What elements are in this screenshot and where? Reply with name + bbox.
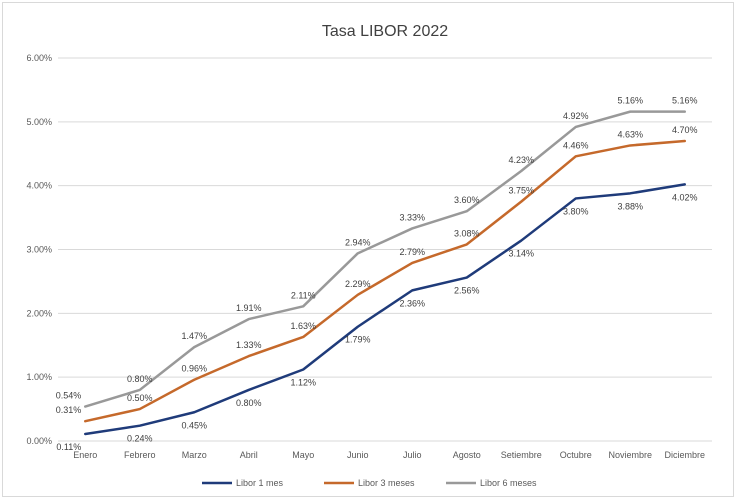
data-label: 5.16% [672,96,698,106]
x-tick-label: Octubre [560,450,592,460]
x-tick-label: Julio [403,450,422,460]
data-label: 4.92% [563,111,589,121]
data-label: 4.23% [508,155,534,165]
data-label: 2.94% [345,237,371,247]
data-label: 3.33% [399,212,425,222]
data-label: 1.63% [290,321,316,331]
legend-label: Libor 3 meses [358,478,415,488]
data-label: 2.11% [291,290,316,300]
chart-title: Tasa LIBOR 2022 [322,23,448,40]
x-tick-label: Enero [73,450,97,460]
data-label: 1.12% [290,378,316,388]
series-line-1 [84,183,686,436]
data-label: 1.33% [236,340,262,350]
x-tick-label: Noviembre [608,450,652,460]
data-label: 2.36% [399,298,425,308]
data-label: 4.63% [617,129,643,139]
data-label: 0.96% [181,364,207,374]
data-label: 0.45% [181,420,207,430]
x-tick-label: Mayo [292,450,314,460]
x-tick-label: Febrero [124,450,156,460]
x-tick-label: Marzo [182,450,207,460]
x-tick-label: Setiembre [501,450,542,460]
data-label: 2.29% [345,279,371,289]
series-line-2 [84,139,686,423]
data-label: 0.24% [127,434,153,444]
data-label: 5.16% [617,96,643,106]
data-label: 1.47% [181,331,207,341]
data-label: 2.79% [399,247,425,257]
data-label: 0.80% [236,398,262,408]
data-label: 0.54% [56,391,82,401]
x-tick-label: Agosto [453,450,481,460]
y-tick-label: 6.00% [26,53,52,63]
data-label: 3.08% [454,228,480,238]
data-label: 1.91% [236,303,262,313]
data-label: 0.11% [56,442,81,452]
data-label: 4.46% [563,140,589,150]
x-tick-label: Junio [347,450,369,460]
x-tick-label: Abril [240,450,258,460]
x-tick-label: Diciembre [664,450,705,460]
data-label: 3.14% [508,249,534,259]
y-tick-label: 4.00% [26,181,52,191]
legend-label: Libor 6 meses [480,478,537,488]
data-label: 4.02% [672,192,698,202]
data-label: 3.88% [617,201,643,211]
data-label: 2.56% [454,286,480,296]
data-label: 0.80% [127,374,153,384]
data-label: 3.80% [563,206,589,216]
data-label: 0.31% [56,405,82,415]
data-label: 0.50% [127,393,153,403]
y-tick-label: 3.00% [26,245,52,255]
data-label: 3.75% [508,186,534,196]
data-label: 1.79% [345,335,371,345]
y-tick-label: 1.00% [26,372,52,382]
y-tick-label: 0.00% [26,436,52,446]
y-tick-label: 5.00% [26,117,52,127]
data-label: 3.60% [454,195,480,205]
series-line-3 [84,110,686,408]
data-label: 4.70% [672,125,698,135]
y-tick-label: 2.00% [26,308,52,318]
legend-label: Libor 1 mes [236,478,284,488]
